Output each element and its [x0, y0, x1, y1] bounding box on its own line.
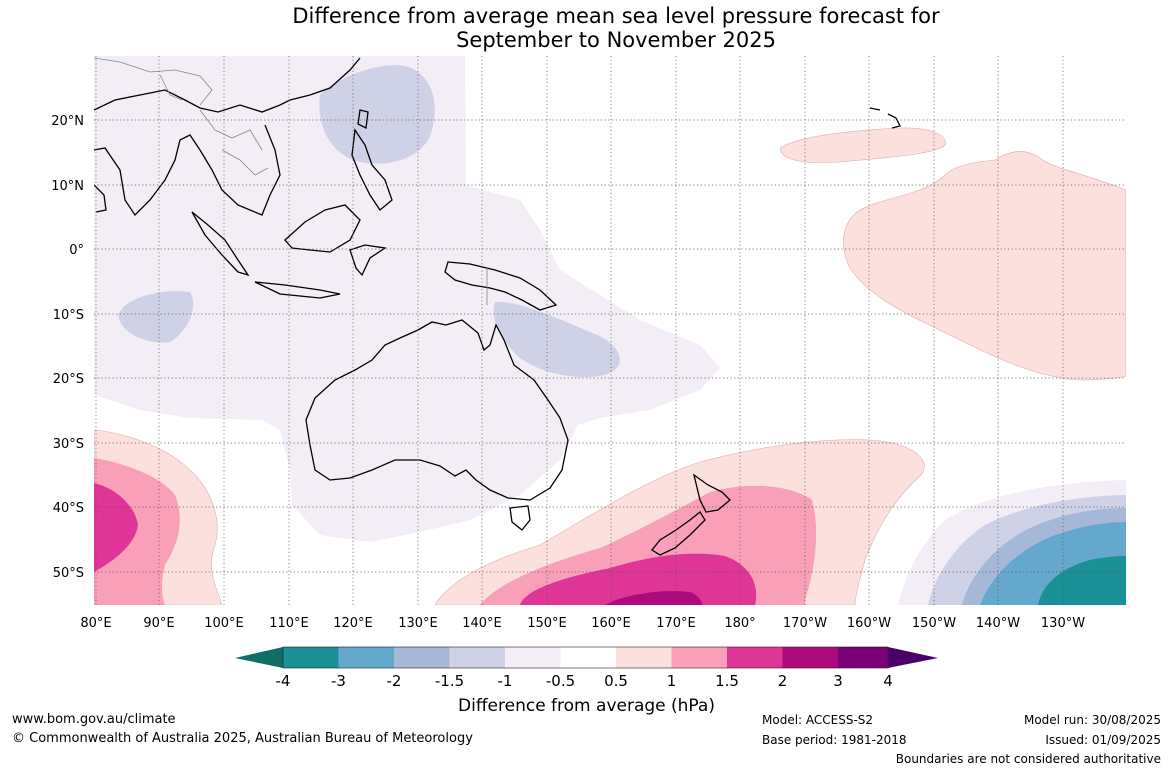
colorbar-segment	[782, 647, 838, 668]
contour-pos15-sw	[94, 483, 138, 572]
contour-neg05-main	[94, 56, 720, 542]
map-container: 20°N 10°N 0° 10°S 20°S 30°S 40°S 50°S 80…	[51, 56, 1126, 690]
contour-pos05-eastpacific	[843, 151, 1126, 381]
coastlines	[94, 57, 901, 556]
colorbar-tick: 1.5	[715, 672, 739, 690]
lon-label: 130°W	[1041, 616, 1085, 631]
lat-label: 30°S	[53, 437, 84, 452]
colorbar-tick: -0.5	[546, 672, 575, 690]
lat-label: 50°S	[53, 566, 84, 581]
contour-pos15-tasman	[520, 553, 757, 605]
lon-label: 170°W	[783, 616, 827, 631]
contour-neg1-philippines	[319, 65, 435, 164]
base-period-text: Base period: 1981-2018	[762, 733, 907, 747]
lon-label: 110°E	[269, 616, 309, 631]
colorbar-tick: 0.5	[604, 672, 628, 690]
colorbar-title: Difference from average (hPa)	[458, 696, 715, 716]
colorbar-segment	[338, 647, 394, 668]
sulawesi-coast	[349, 244, 387, 277]
map-svg: 20°N 10°N 0° 10°S 20°S 30°S 40°S 50°S 80…	[51, 56, 1126, 690]
contour-pos05-northpacific	[779, 127, 946, 164]
colorbar-tick: 3	[833, 672, 843, 690]
graticule	[94, 56, 1126, 605]
issued-text: Issued: 01/09/2025	[1045, 733, 1161, 747]
disclaimer-text: Boundaries are not considered authoritat…	[895, 752, 1161, 766]
taiwan-coast	[357, 109, 369, 129]
australia-coast	[305, 319, 569, 501]
lon-label: 150°W	[912, 616, 956, 631]
colorbar-tick: -3	[331, 672, 346, 690]
lon-label: 170°E	[656, 616, 696, 631]
colorbar-tick: -1	[498, 672, 513, 690]
contour-neg1-indian	[118, 291, 194, 343]
lat-label: 20°N	[51, 114, 84, 129]
website-link[interactable]: www.bom.gov.au/climate	[12, 712, 176, 727]
new-guinea-coast	[444, 261, 558, 311]
colorbar-min-arrow	[235, 647, 283, 668]
hawaii-coast	[869, 107, 901, 129]
colorbar-tick: -4	[276, 672, 291, 690]
colorbar-outline	[282, 646, 889, 669]
colorbar-tick: -1.5	[435, 672, 464, 690]
model-run-text: Model run: 30/08/2025	[1023, 713, 1161, 727]
lat-label: 0°	[69, 243, 84, 258]
lon-label: 120°E	[333, 616, 373, 631]
lon-label: 100°E	[204, 616, 244, 631]
nz-south-coast	[651, 511, 706, 556]
philippines-coast	[351, 128, 393, 211]
lat-label: 10°N	[51, 179, 84, 194]
colorbar-segment	[394, 647, 450, 668]
asia-borders	[94, 57, 269, 176]
contour-pos2-tasman	[605, 590, 702, 605]
lat-label: 20°S	[53, 372, 84, 387]
colorbar-segment	[671, 647, 727, 668]
lon-labels: 80°E 90°E 100°E 110°E 120°E 130°E 140°E …	[80, 616, 1085, 631]
colorbar: -4 -3 -2 -1.5 -1 -0.5 0.5 1 1.5 2 3 4	[235, 646, 938, 690]
colorbar-tick: 1	[667, 672, 677, 690]
colorbar-segment	[283, 647, 339, 668]
colorbar-tick: 2	[778, 672, 788, 690]
lon-label: 150°E	[527, 616, 567, 631]
lat-label: 40°S	[53, 501, 84, 516]
model-text: Model: ACCESS-S2	[762, 713, 874, 727]
lon-label: 80°E	[80, 616, 111, 631]
colorbar-segment	[727, 647, 783, 668]
tasmania-coast	[509, 505, 531, 531]
lon-label: 180°	[724, 616, 755, 631]
asia-mainland-coast	[94, 57, 361, 217]
contour-neg3-sepacific	[1038, 556, 1126, 605]
sumatra-coast	[191, 211, 250, 277]
colorbar-segment	[838, 647, 888, 668]
copyright-text: © Commonwealth of Australia 2025, Austra…	[12, 731, 473, 746]
lon-label: 160°W	[847, 616, 891, 631]
lon-label: 90°E	[143, 616, 174, 631]
colorbar-segment	[616, 647, 672, 668]
contour-neg1-coral	[493, 301, 620, 378]
colorbar-segment	[505, 647, 561, 668]
lon-label: 140°E	[462, 616, 502, 631]
borneo-coast	[284, 204, 361, 253]
colorbar-segment	[449, 647, 505, 668]
lon-label: 140°W	[976, 616, 1020, 631]
colorbar-tick: -2	[387, 672, 402, 690]
java-coast	[254, 281, 341, 299]
lon-label: 160°E	[591, 616, 631, 631]
colorbar-tick: 4	[883, 672, 893, 690]
lat-labels: 20°N 10°N 0° 10°S 20°S 30°S 40°S 50°S	[51, 114, 84, 581]
india-coast	[94, 184, 107, 213]
colorbar-segment	[560, 647, 616, 668]
anomaly-contours	[94, 56, 1126, 605]
lon-label: 130°E	[398, 616, 438, 631]
nz-north-coast	[692, 473, 731, 513]
title-line-1: Difference from average mean sea level p…	[292, 4, 940, 28]
colorbar-max-arrow	[888, 647, 938, 668]
chart-title: Difference from average mean sea level p…	[0, 4, 1173, 52]
lat-label: 10°S	[53, 308, 84, 323]
title-line-2: September to November 2025	[456, 28, 776, 52]
country-borders	[94, 57, 488, 305]
